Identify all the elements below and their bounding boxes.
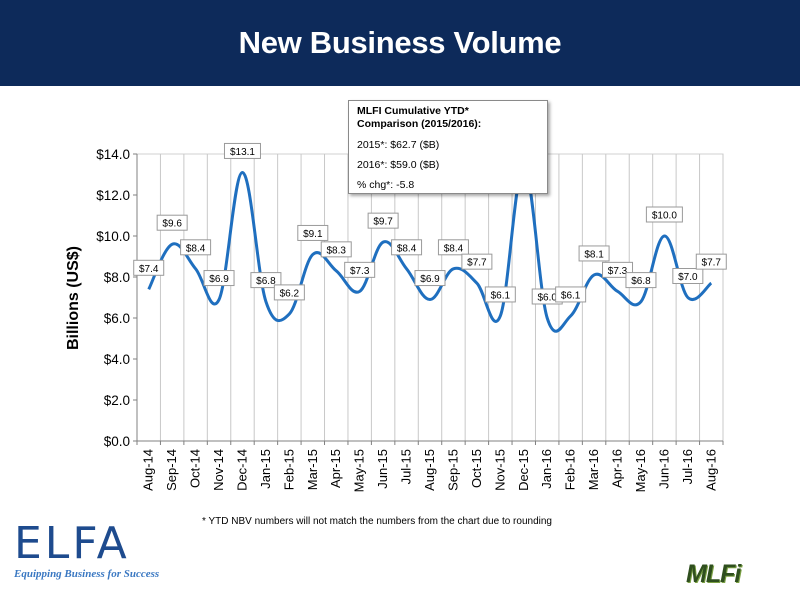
x-tick-label: Nov-15 bbox=[492, 449, 507, 491]
data-label-box bbox=[133, 259, 165, 276]
data-label-box bbox=[297, 224, 329, 241]
elfa-wordmark: ELFA bbox=[14, 518, 130, 569]
data-label-box bbox=[414, 270, 446, 287]
data-label: $6.1 bbox=[491, 290, 511, 301]
series-line bbox=[147, 164, 713, 333]
x-tick-label: Apr-16 bbox=[610, 449, 625, 488]
x-tick-label: Aug-15 bbox=[422, 449, 437, 491]
data-label: $6.9 bbox=[420, 274, 440, 285]
x-tick-label: Jan-16 bbox=[539, 449, 554, 489]
x-tick-label: Dec-15 bbox=[516, 449, 531, 491]
x-tick-label: May-15 bbox=[352, 449, 367, 492]
x-tick-label: Mar-16 bbox=[586, 449, 601, 490]
data-label-box bbox=[578, 245, 610, 262]
x-tick-label: Nov-14 bbox=[211, 449, 226, 491]
data-label: $6.2 bbox=[280, 288, 300, 299]
data-label: $7.7 bbox=[702, 258, 722, 269]
x-tick-label: Jun-15 bbox=[375, 449, 390, 489]
x-tick-label: Feb-16 bbox=[563, 449, 578, 490]
data-label: $9.6 bbox=[162, 219, 182, 230]
x-tick-label: Oct-15 bbox=[469, 449, 484, 488]
x-tick-label: Oct-14 bbox=[188, 449, 203, 488]
y-tick-label: $6.0 bbox=[104, 311, 130, 326]
ytd-2015-line: 2015*: $62.7 ($B) bbox=[357, 139, 440, 151]
data-label: $8.4 bbox=[397, 243, 417, 254]
mlfi-logo: MLFi bbox=[686, 560, 786, 590]
data-label-box bbox=[203, 270, 235, 287]
x-tick-label: Aug-16 bbox=[703, 449, 718, 491]
data-label-box bbox=[695, 253, 727, 270]
x-tick-label: Jul-16 bbox=[680, 449, 695, 484]
data-label: $6.1 bbox=[561, 290, 581, 301]
data-label-box bbox=[250, 272, 282, 289]
y-tick-label: $4.0 bbox=[104, 352, 130, 367]
x-tick-label: Apr-15 bbox=[328, 449, 343, 488]
y-tick-label: $14.0 bbox=[96, 147, 130, 162]
x-tick-label: Jun-16 bbox=[656, 449, 671, 489]
data-label: $6.8 bbox=[256, 276, 276, 287]
title-banner: New Business Volume bbox=[0, 0, 800, 86]
data-label: $8.4 bbox=[186, 243, 206, 254]
footnote: * YTD NBV numbers will not match the num… bbox=[202, 516, 552, 527]
data-label: $6.8 bbox=[631, 276, 651, 287]
x-tick-label: Aug-14 bbox=[141, 449, 156, 491]
data-label: $7.0 bbox=[678, 272, 698, 283]
x-tick-label: Dec-14 bbox=[234, 449, 249, 491]
data-label: $7.4 bbox=[139, 264, 159, 275]
data-label-box bbox=[461, 253, 493, 270]
data-label: $9.7 bbox=[373, 217, 393, 228]
x-tick-label: Mar-15 bbox=[305, 449, 320, 490]
data-label-box bbox=[484, 286, 516, 303]
ytd-box-title: MLFI Cumulative YTD* Comparison (2015/20… bbox=[357, 105, 482, 130]
data-label-box bbox=[344, 261, 376, 278]
data-label: $7.7 bbox=[467, 258, 487, 269]
y-tick-label: $12.0 bbox=[96, 188, 130, 203]
page-title: New Business Volume bbox=[238, 25, 562, 60]
data-label-box bbox=[180, 239, 212, 256]
plot-area bbox=[136, 153, 724, 442]
data-label-box bbox=[645, 206, 683, 223]
ytd-comparison-box: MLFI Cumulative YTD* Comparison (2015/20… bbox=[348, 100, 548, 194]
data-label-box bbox=[156, 214, 188, 231]
x-tick-label: Sep-15 bbox=[445, 449, 460, 491]
data-label: $6.9 bbox=[209, 274, 229, 285]
data-label: $7.3 bbox=[608, 266, 628, 277]
mlfi-wordmark: MLFi bbox=[686, 560, 741, 588]
y-tick-label: $2.0 bbox=[104, 393, 130, 408]
data-label: $9.1 bbox=[303, 229, 323, 240]
data-label-box bbox=[273, 284, 305, 301]
elfa-tagline: Equipping Business for Success bbox=[14, 568, 160, 580]
data-label-box bbox=[320, 241, 352, 258]
y-tick-label: $0.0 bbox=[104, 434, 130, 449]
data-label: $6.0 bbox=[537, 293, 557, 304]
data-label-box bbox=[625, 272, 657, 289]
x-tick-label: Jan-15 bbox=[258, 449, 273, 489]
x-tick-label: Sep-14 bbox=[164, 449, 179, 491]
data-label-box bbox=[672, 268, 704, 284]
data-label: $13.1 bbox=[230, 147, 255, 158]
data-label-box bbox=[555, 286, 587, 303]
x-tick-label: May-16 bbox=[633, 449, 648, 492]
x-tick-label: Feb-15 bbox=[281, 449, 296, 490]
data-label-box bbox=[223, 142, 261, 159]
data-label: $8.3 bbox=[327, 245, 347, 256]
data-label-box bbox=[367, 212, 399, 229]
data-label-box bbox=[391, 239, 423, 256]
data-label: $7.3 bbox=[350, 266, 370, 277]
y-tick-label: $8.0 bbox=[104, 270, 130, 285]
ytd-change-line: % chg*: -5.8 bbox=[357, 179, 415, 191]
data-label: $8.1 bbox=[584, 249, 604, 260]
y-tick-label: $10.0 bbox=[96, 229, 130, 244]
data-label-box bbox=[602, 261, 634, 278]
y-axis-label: Billions (US$) bbox=[65, 245, 83, 351]
data-label: $10.0 bbox=[652, 211, 677, 222]
data-label-box bbox=[437, 239, 469, 256]
ytd-2016-line: 2016*: $59.0 ($B) bbox=[357, 159, 440, 171]
elfa-logo: ELFA Equipping Business for Success bbox=[14, 522, 174, 586]
x-tick-label: Jul-15 bbox=[399, 449, 414, 484]
data-label: $8.4 bbox=[444, 243, 464, 254]
